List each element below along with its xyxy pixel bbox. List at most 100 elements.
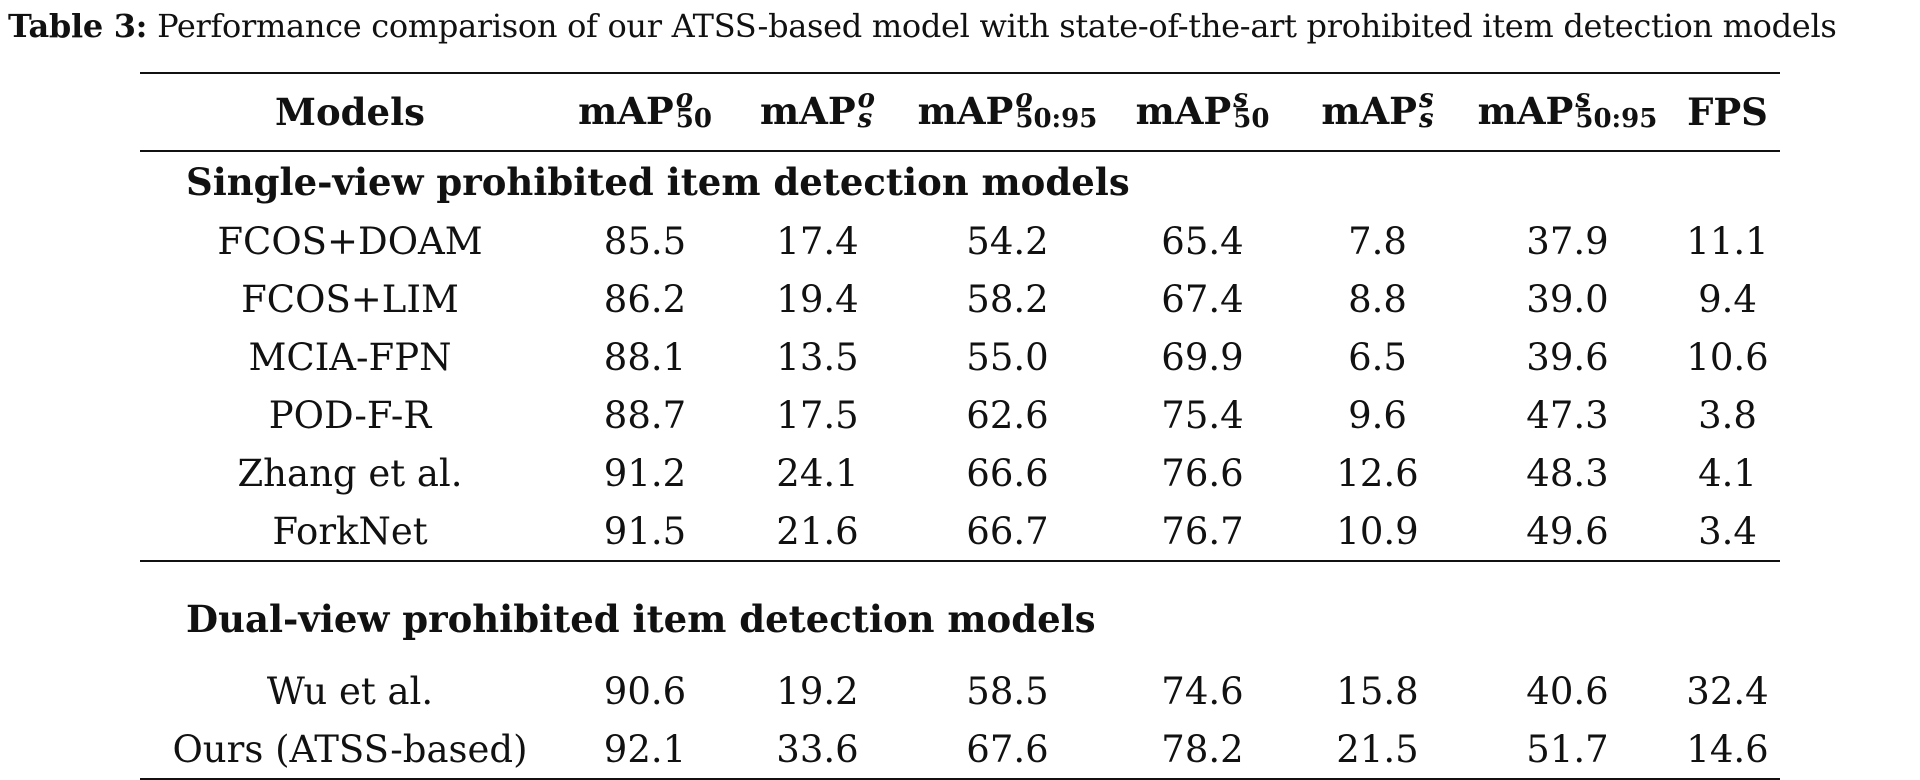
metric-cell: 10.9 xyxy=(1295,502,1460,562)
column-header: Models xyxy=(140,72,560,152)
column-header-base: mAP xyxy=(578,89,674,134)
column-header: mAP o 50:95 xyxy=(905,72,1110,152)
model-name-cell: MCIA-FPN xyxy=(248,335,452,379)
metric-cell: 90.6 xyxy=(603,669,687,713)
metric-cell: 67.4 xyxy=(1161,277,1244,321)
metric-cell: 54.2 xyxy=(966,219,1049,263)
column-header-subscript: 50:95 xyxy=(1575,103,1658,134)
table-row: FCOS+LIM 86.2 19.4 58.2 67.4 8.8 39.0 9.4 xyxy=(140,270,1780,328)
table-row: Ours (ATSS-based) 92.1 33.6 67.6 78.2 21.5 51.… xyxy=(140,720,1780,780)
metric-cell: 65.4 xyxy=(1161,219,1244,263)
column-header: mAP o s xyxy=(730,72,905,152)
section-heading: Single-view prohibited item detection mo… xyxy=(186,160,1130,204)
metric-cell: 8.8 xyxy=(1348,277,1407,321)
column-header-base: mAP xyxy=(1135,89,1232,134)
column-header-indices: o 50 xyxy=(675,83,712,134)
column-header: mAP s 50:95 xyxy=(1460,72,1675,152)
caption-text: Performance comparison of our ATSS-based… xyxy=(157,7,1837,45)
column-header: FPS xyxy=(1675,72,1780,152)
table-caption: Table 3: Performance comparison of our A… xyxy=(8,6,1913,46)
table-body: Single-view prohibited item detection mo… xyxy=(140,151,1780,780)
metric-cell: 76.6 xyxy=(1161,451,1244,495)
column-header-superscript: o xyxy=(1015,83,1033,114)
metric-cell: 62.6 xyxy=(966,393,1049,437)
column-header: mAP s 50 xyxy=(1110,72,1295,152)
column-header: mAP s s xyxy=(1295,72,1460,152)
model-name-cell: FCOS+LIM xyxy=(241,277,459,321)
metric-cell: 66.6 xyxy=(966,451,1049,495)
table-row: POD-F-R 88.7 17.5 62.6 75.4 9.6 47.3 3.8 xyxy=(140,386,1780,444)
metric-cell: 74.6 xyxy=(1161,669,1244,713)
model-name-cell: Wu et al. xyxy=(266,669,434,713)
column-header-indices: o 50:95 xyxy=(1015,83,1098,134)
column-header-indices: s 50 xyxy=(1233,83,1270,134)
column-header-subscript: s xyxy=(857,103,873,134)
section-heading-row: Dual-view prohibited item detection mode… xyxy=(140,561,1780,662)
metric-cell: 51.7 xyxy=(1460,720,1675,780)
column-header-indices: s 50:95 xyxy=(1575,86,1658,134)
metric-cell: 76.7 xyxy=(1110,502,1295,562)
metric-cell: 78.2 xyxy=(1110,720,1295,780)
column-header-superscript: o xyxy=(675,83,694,114)
column-header-subscript: s xyxy=(1419,103,1434,134)
column-header-superscript: o xyxy=(857,83,876,114)
metric-cell: 32.4 xyxy=(1686,669,1769,713)
column-header-base: mAP xyxy=(1321,89,1418,134)
model-name-cell: POD-F-R xyxy=(268,393,432,437)
metric-cell: 19.2 xyxy=(776,669,859,713)
column-header-subscript: 50 xyxy=(675,103,712,134)
metric-cell: 11.1 xyxy=(1686,219,1769,263)
metric-cell: 17.4 xyxy=(776,219,859,263)
column-header-base: mAP xyxy=(759,89,856,134)
metric-cell: 24.1 xyxy=(776,451,859,495)
table-row: MCIA-FPN 88.1 13.5 55.0 69.9 6.5 39.6 10.6 xyxy=(140,328,1780,386)
metric-cell: 91.2 xyxy=(603,451,687,495)
column-header: mAP o 50 xyxy=(560,72,730,152)
metric-cell: 75.4 xyxy=(1161,393,1244,437)
metric-cell: 9.6 xyxy=(1348,393,1407,437)
metric-cell: 10.6 xyxy=(1686,335,1769,379)
table-row: Wu et al. 90.6 19.2 58.5 74.6 15.8 40.6 32.4 xyxy=(140,662,1780,720)
metric-cell: 85.5 xyxy=(603,219,687,263)
metric-cell: 40.6 xyxy=(1526,669,1609,713)
section-heading: Dual-view prohibited item detection mode… xyxy=(186,597,1096,641)
metric-cell: 15.8 xyxy=(1336,669,1419,713)
metric-cell: 12.6 xyxy=(1336,451,1419,495)
metric-cell: 67.6 xyxy=(905,720,1110,780)
section-heading-row: Single-view prohibited item detection mo… xyxy=(140,151,1780,212)
model-name-cell: Zhang et al. xyxy=(237,451,463,495)
metric-cell: 88.1 xyxy=(603,335,687,379)
metric-cell: 69.9 xyxy=(1161,335,1244,379)
metric-cell: 58.5 xyxy=(966,669,1049,713)
column-header-base: FPS xyxy=(1687,90,1768,134)
column-header-subscript: 50:95 xyxy=(1015,103,1098,134)
column-header-subscript: 50 xyxy=(1233,103,1270,134)
metric-cell: 88.7 xyxy=(603,393,687,437)
column-header-base: mAP xyxy=(917,89,1014,134)
metric-cell: 58.2 xyxy=(966,277,1049,321)
column-header-superscript: s xyxy=(1233,83,1248,114)
metric-cell: 14.6 xyxy=(1675,720,1780,780)
metric-cell: 9.4 xyxy=(1698,277,1757,321)
metric-cell: 6.5 xyxy=(1348,335,1407,379)
table-row: FCOS+DOAM 85.5 17.4 54.2 65.4 7.8 37.9 11.1 xyxy=(140,212,1780,270)
metric-cell: 92.1 xyxy=(560,720,730,780)
metric-cell: 13.5 xyxy=(776,335,859,379)
metric-cell: 21.6 xyxy=(730,502,905,562)
metric-cell: 86.2 xyxy=(603,277,687,321)
metric-cell: 47.3 xyxy=(1526,393,1609,437)
table-header-row: Models mAP o 50 mAP o s mAP o 50:95 mAP s 50 mAP s s mAP… xyxy=(140,72,1780,152)
metric-cell: 21.5 xyxy=(1295,720,1460,780)
metric-cell: 55.0 xyxy=(966,335,1049,379)
metric-cell: 39.0 xyxy=(1526,277,1609,321)
metric-cell: 7.8 xyxy=(1348,219,1407,263)
metric-cell: 19.4 xyxy=(776,277,859,321)
metric-cell: 39.6 xyxy=(1526,335,1609,379)
metric-cell: 49.6 xyxy=(1460,502,1675,562)
metric-cell: 33.6 xyxy=(730,720,905,780)
table-row: ForkNet 91.5 21.6 66.7 76.7 10.9 49.6 3.4 xyxy=(140,502,1780,562)
model-name-cell: ForkNet xyxy=(140,502,560,562)
metric-cell: 4.1 xyxy=(1698,451,1757,495)
